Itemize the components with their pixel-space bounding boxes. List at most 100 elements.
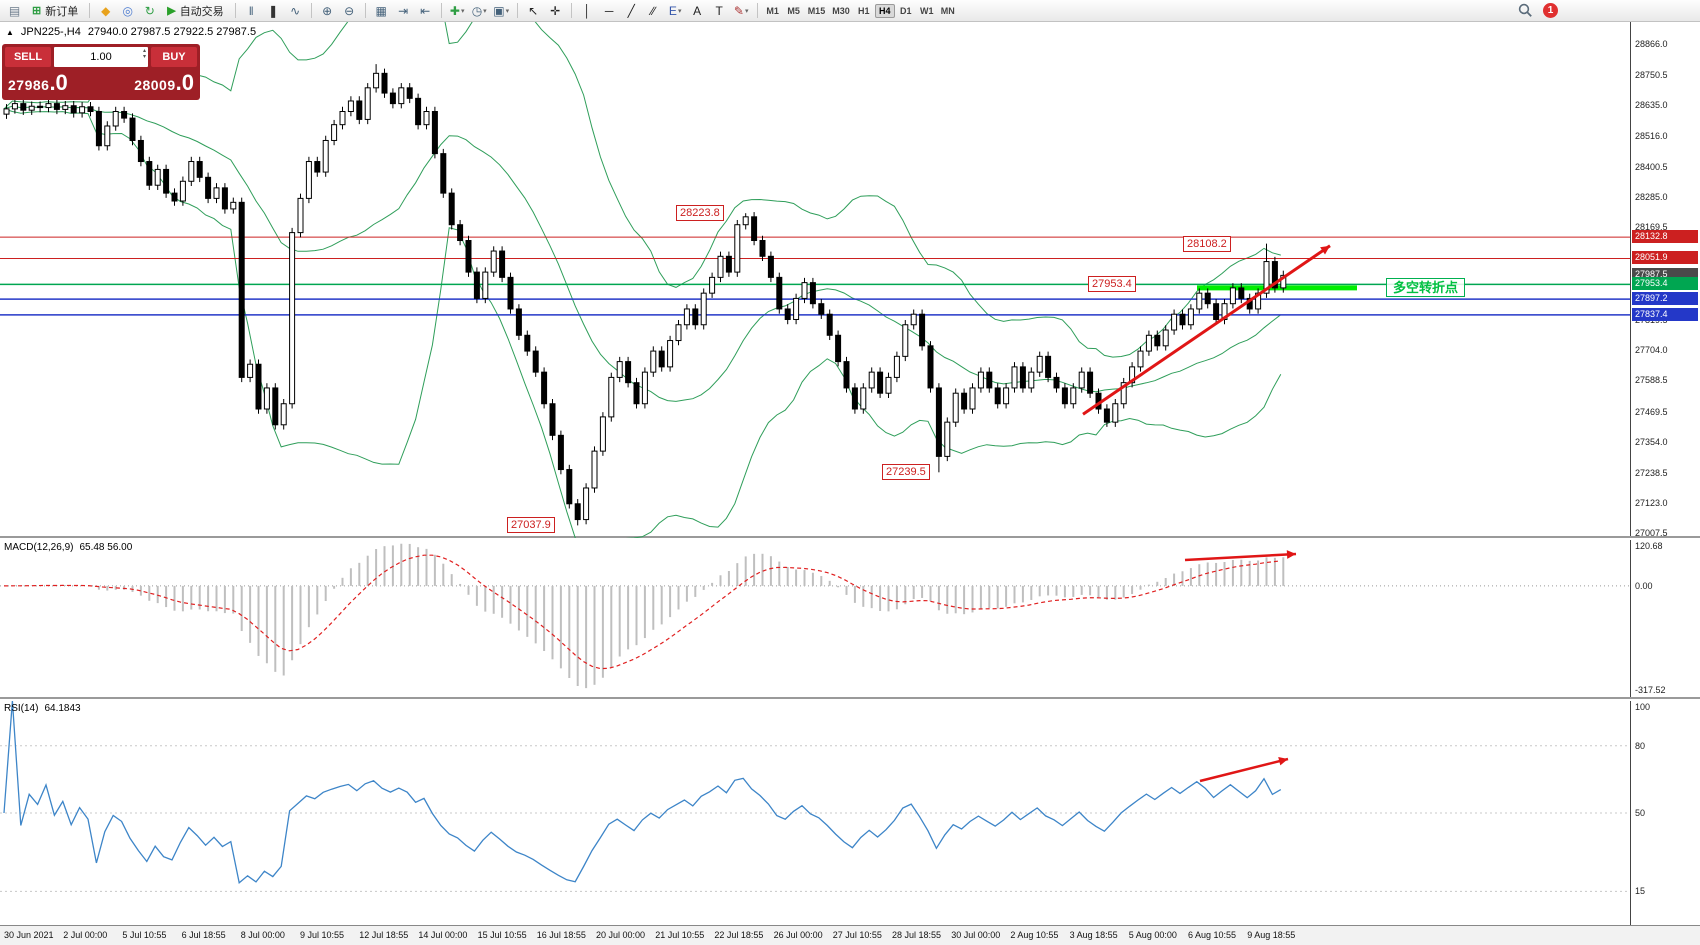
timeframe-button-h1[interactable]: H1 (857, 5, 870, 16)
text-icon[interactable]: A (687, 2, 708, 20)
time-label: 3 Aug 18:55 (1069, 930, 1118, 940)
zoom-out-icon[interactable]: ⊖ (339, 2, 360, 20)
dropdown-caret-icon[interactable]: ▾ (677, 7, 682, 15)
rsi-level-lines (0, 745, 1630, 892)
chart-shift-icon: ⇤ (420, 3, 431, 18)
vertical-line-icon: │ (583, 3, 591, 18)
toolbar-separator (364, 3, 366, 18)
horizontal-line-icon: ─ (604, 3, 614, 18)
time-label: 9 Jul 10:55 (300, 930, 345, 940)
period-clock-icon: ◷ (471, 3, 483, 18)
new-order-button[interactable]: ⊞ 新订单 (26, 2, 84, 20)
price-axis-label: 28169.5 (1635, 222, 1668, 233)
notification-badge[interactable]: 1 (1543, 3, 1558, 18)
price-axis-label: 28285.0 (1635, 192, 1668, 203)
price-axis-label: 28635.0 (1635, 99, 1668, 110)
trendline-icon[interactable]: ╱ (621, 2, 642, 20)
rsi-axis: 100 80 50 15 (1630, 701, 1700, 925)
timeframe-button-m30[interactable]: M30 (832, 5, 850, 16)
chart-window-icon[interactable]: ▤ (4, 2, 25, 20)
fibonacci-icon: E (668, 3, 677, 18)
toolbar-separator (89, 3, 91, 18)
time-label: 15 Jul 10:55 (477, 930, 527, 940)
timeframe-button-m1[interactable]: M1 (766, 5, 779, 16)
cursor-icon[interactable]: ↖ (523, 2, 544, 20)
price-axis[interactable]: 28866.0 28750.5 28635.0 28516.0 28400.5 28285… (1630, 22, 1700, 538)
candlestick-chart[interactable] (0, 22, 1630, 538)
dropdown-caret-icon[interactable]: ▾ (483, 7, 487, 15)
toolbar-separator (310, 3, 312, 18)
time-label: 21 Jul 10:55 (655, 930, 705, 940)
profiles-icon[interactable]: ◎ (117, 2, 138, 20)
time-label: 5 Aug 00:00 (1128, 930, 1177, 940)
time-label: 8 Jul 00:00 (240, 930, 285, 940)
sell-price: 27986 .0 (8, 70, 68, 96)
channel-icon: ∕∕ (651, 3, 656, 18)
volume-stepper[interactable]: ▴ ▾ (143, 48, 146, 60)
indicators-add-icon[interactable]: ✚ ▾ (447, 2, 468, 20)
sell-price-frac: .0 (49, 70, 68, 95)
zoom-in-icon: ⊕ (322, 3, 333, 18)
text-label-icon: T (715, 3, 723, 18)
volume-value: 1.00 (90, 51, 112, 63)
buy-button[interactable]: BUY (151, 47, 197, 67)
ohlc-values: 27940.0 27987.5 27922.5 27987.5 (87, 26, 257, 38)
refresh-icon[interactable]: ↻ (139, 2, 160, 20)
macd-axis: 120.68 0.00 -317.52 (1630, 540, 1700, 697)
period-clock-icon[interactable]: ◷ ▾ (469, 2, 490, 20)
time-label: 22 Jul 18:55 (714, 930, 764, 940)
dropdown-caret-icon[interactable]: ▾ (460, 7, 465, 15)
tile-windows-icon[interactable]: ▦ (371, 2, 392, 20)
zoom-in-icon[interactable]: ⊕ (317, 2, 338, 20)
timeframe-button-mn[interactable]: MN (940, 5, 955, 16)
bar-chart-icon: ‖ (248, 3, 254, 18)
timeframe-button-h4[interactable]: H4 (874, 3, 895, 18)
dropdown-caret-icon[interactable]: ▾ (505, 7, 510, 15)
price-axis-label: 28750.5 (1635, 69, 1668, 80)
price-axis-label: 27123.0 (1635, 497, 1668, 508)
crosshair-icon[interactable]: ✛ (545, 2, 566, 20)
stepper-down-icon[interactable]: ▾ (142, 54, 146, 60)
timeframe-button-d1[interactable]: D1 (899, 5, 912, 16)
rsi-axis-label: 80 (1635, 740, 1646, 751)
macd-histogram (13, 543, 1285, 689)
time-label: 28 Jul 18:55 (892, 930, 942, 940)
bar-chart-icon[interactable]: ‖ (241, 2, 262, 20)
timeframe-button-m15[interactable]: M15 (807, 5, 826, 16)
search-icon[interactable] (1518, 3, 1533, 18)
chart-shift-icon[interactable]: ⇤ (415, 2, 436, 20)
market-watch-icon: ◆ (101, 3, 111, 18)
timeframe-button-m5[interactable]: M5 (787, 5, 800, 16)
templates-icon[interactable]: ▣ ▾ (491, 2, 512, 20)
macd-axis-label: 0.00 (1635, 580, 1653, 591)
fibonacci-icon[interactable]: E ▾ (665, 2, 686, 20)
symbol-label: JPN225-,H4 (20, 26, 81, 38)
channel-icon[interactable]: ∕∕ (643, 2, 664, 20)
rsi-axis-label: 50 (1635, 808, 1646, 818)
cursor-icon: ↖ (528, 3, 539, 18)
dropdown-caret-icon[interactable]: ▾ (744, 7, 749, 15)
macd-axis-label: -317.52 (1635, 684, 1666, 695)
autotrading-button[interactable]: ▶ 自动交易 (161, 2, 229, 20)
text-label-icon[interactable]: T (709, 2, 730, 20)
sell-button[interactable]: SELL (5, 47, 51, 67)
horizontal-line-icon[interactable]: ─ (599, 2, 620, 20)
price-tag: 27837.4 (1632, 307, 1698, 321)
autoscroll-icon[interactable]: ⇥ (393, 2, 414, 20)
line-chart-icon[interactable]: ∿ (285, 2, 306, 20)
macd-chart[interactable] (0, 540, 1630, 699)
candlestick-chart-icon[interactable]: ❚ (263, 2, 284, 20)
volume-input[interactable]: 1.00 ▴ ▾ (54, 47, 148, 67)
timeframe-button-w1[interactable]: W1 (919, 5, 934, 16)
time-label: 9 Aug 18:55 (1247, 930, 1296, 940)
rsi-chart[interactable] (0, 701, 1630, 925)
time-label: 20 Jul 00:00 (596, 930, 646, 940)
arrows-shapes-icon[interactable]: ✎ ▾ (731, 2, 752, 20)
macd-panel: MACD(12,26,9) 65.48 56.00 120.68 0.00 -317… (0, 540, 1700, 699)
vertical-line-icon[interactable]: │ (577, 2, 598, 20)
market-watch-icon[interactable]: ◆ (95, 2, 116, 20)
price-tag: 28132.8 (1632, 230, 1698, 244)
stepper-up-icon[interactable]: ▴ (142, 48, 146, 54)
time-axis[interactable]: 30 Jun 2021 2 Jul 00:00 5 Jul 10:55 6 Jul 1… (0, 925, 1700, 945)
